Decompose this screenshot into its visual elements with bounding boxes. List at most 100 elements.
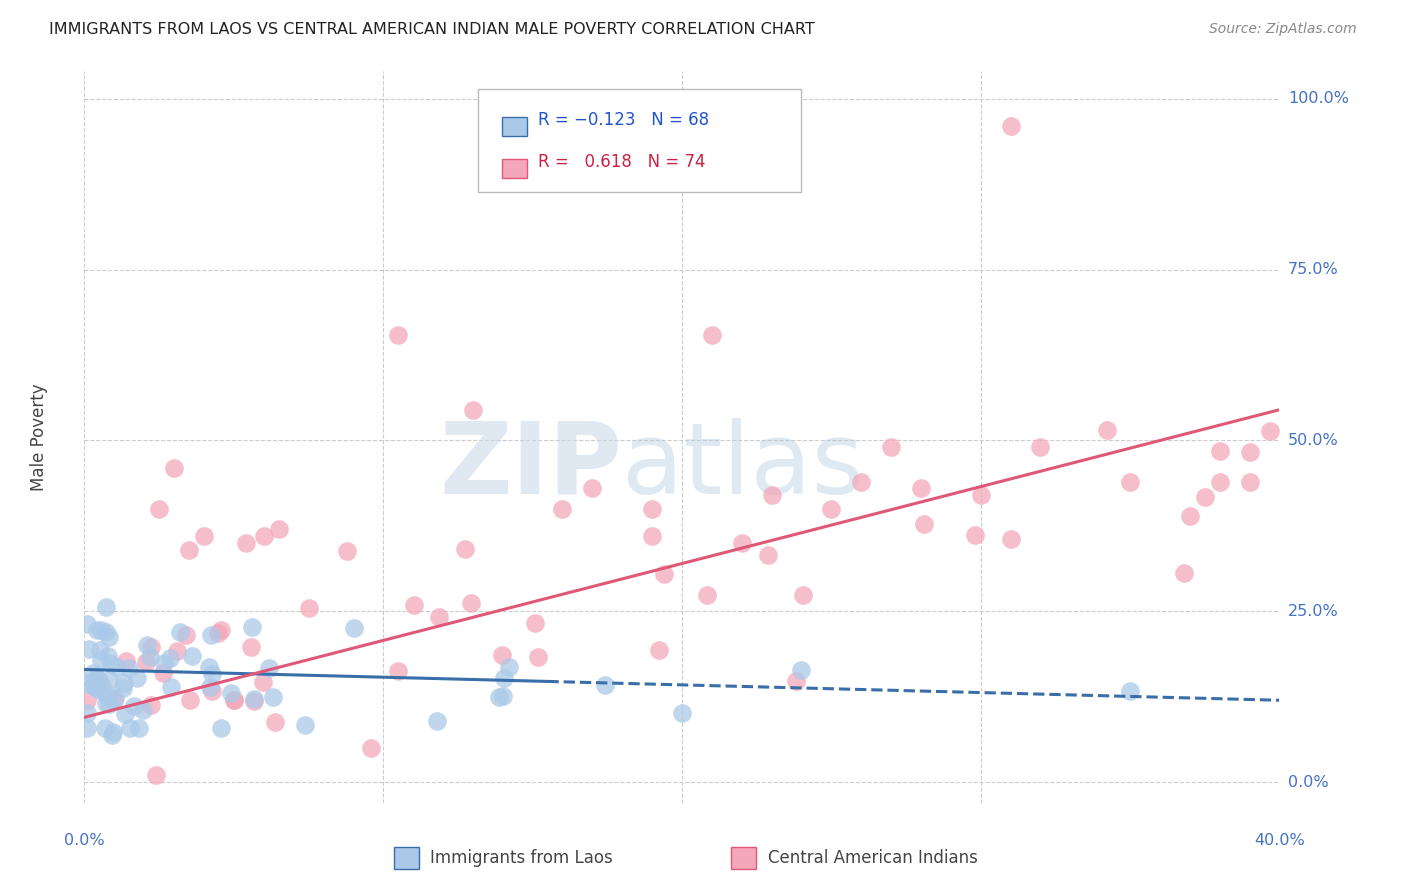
- Point: [427, 610, 450, 624]
- Text: Immigrants from Laos: Immigrants from Laos: [430, 849, 613, 867]
- Point: [90, 653, 112, 667]
- Point: [426, 714, 449, 728]
- Point: [1000, 119, 1022, 133]
- Point: [252, 675, 274, 690]
- Point: [96, 696, 118, 710]
- Point: [101, 729, 124, 743]
- Point: [910, 481, 932, 495]
- Text: ZIP: ZIP: [439, 417, 623, 515]
- Point: [145, 768, 167, 782]
- Point: [294, 718, 316, 732]
- Point: [177, 542, 200, 557]
- Point: [267, 522, 290, 536]
- Point: [97, 630, 120, 644]
- Point: [201, 684, 224, 698]
- Point: [209, 721, 232, 735]
- Text: 50.0%: 50.0%: [1288, 433, 1339, 448]
- Point: [1119, 475, 1142, 489]
- Point: [1173, 566, 1195, 581]
- Point: [792, 588, 814, 602]
- Point: [82, 666, 104, 681]
- Point: [240, 640, 263, 654]
- Text: 100.0%: 100.0%: [1288, 91, 1348, 106]
- Text: IMMIGRANTS FROM LAOS VS CENTRAL AMERICAN INDIAN MALE POVERTY CORRELATION CHART: IMMIGRANTS FROM LAOS VS CENTRAL AMERICAN…: [49, 22, 815, 37]
- Point: [641, 529, 664, 543]
- Point: [1119, 684, 1142, 698]
- Point: [128, 721, 150, 735]
- Point: [201, 666, 224, 681]
- Point: [593, 678, 616, 692]
- Point: [163, 460, 186, 475]
- Point: [105, 659, 128, 673]
- Point: [76, 706, 98, 720]
- Point: [97, 649, 120, 664]
- Point: [84, 671, 107, 685]
- Point: [114, 654, 136, 668]
- Point: [243, 692, 266, 706]
- Point: [731, 536, 754, 550]
- Point: [1097, 423, 1119, 437]
- Text: 40.0%: 40.0%: [1254, 833, 1305, 848]
- Point: [100, 657, 122, 671]
- Point: [90, 679, 112, 693]
- Point: [94, 721, 117, 735]
- Point: [387, 665, 409, 679]
- Point: [758, 548, 780, 562]
- Point: [139, 640, 162, 654]
- Point: [820, 501, 842, 516]
- Point: [153, 656, 176, 670]
- Point: [138, 649, 160, 664]
- Point: [76, 617, 98, 632]
- Point: [83, 675, 105, 690]
- Point: [652, 566, 675, 581]
- Text: 25.0%: 25.0%: [1288, 604, 1339, 619]
- Point: [785, 673, 807, 688]
- Text: 0.0%: 0.0%: [65, 833, 104, 848]
- Point: [193, 529, 215, 543]
- Point: [453, 542, 475, 557]
- Point: [235, 536, 257, 550]
- Text: atlas: atlas: [623, 417, 863, 515]
- Point: [1178, 508, 1201, 523]
- Point: [1209, 475, 1232, 489]
- Point: [970, 488, 993, 502]
- Point: [387, 327, 409, 342]
- Point: [880, 440, 903, 454]
- Point: [1000, 533, 1022, 547]
- Point: [96, 688, 118, 702]
- Point: [488, 690, 510, 705]
- Point: [174, 628, 197, 642]
- Point: [103, 693, 125, 707]
- Point: [491, 648, 513, 662]
- Text: Male Poverty: Male Poverty: [30, 384, 48, 491]
- Point: [166, 644, 188, 658]
- Point: [965, 528, 987, 542]
- Point: [94, 625, 117, 640]
- Point: [648, 643, 671, 657]
- Point: [1029, 440, 1052, 454]
- Point: [790, 663, 813, 677]
- Point: [360, 740, 382, 755]
- Point: [207, 626, 229, 640]
- Point: [120, 721, 142, 735]
- Point: [1260, 425, 1282, 439]
- Point: [118, 661, 141, 675]
- Point: [851, 475, 873, 489]
- Point: [257, 661, 280, 675]
- Point: [101, 724, 124, 739]
- Point: [136, 638, 159, 652]
- Point: [198, 681, 221, 695]
- Point: [262, 690, 284, 705]
- Point: [494, 672, 516, 686]
- Point: [86, 624, 108, 638]
- Point: [404, 598, 426, 612]
- Point: [89, 643, 111, 657]
- Point: [912, 517, 935, 532]
- Point: [122, 698, 145, 713]
- Point: [1209, 443, 1232, 458]
- Point: [527, 649, 550, 664]
- Text: R = −0.123   N = 68: R = −0.123 N = 68: [538, 111, 710, 128]
- Point: [104, 690, 127, 705]
- Point: [222, 693, 245, 707]
- Point: [90, 684, 112, 698]
